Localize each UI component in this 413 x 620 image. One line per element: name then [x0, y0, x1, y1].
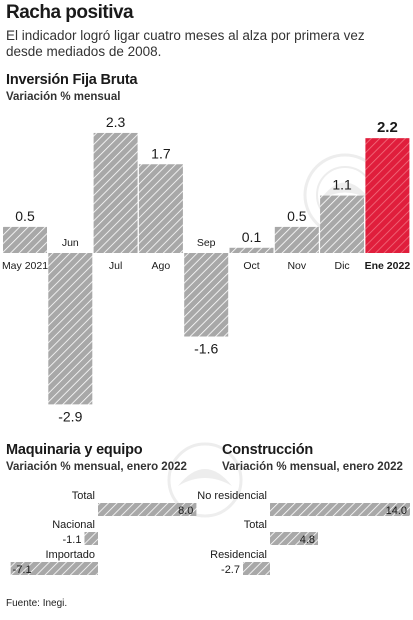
category-label: Total [72, 490, 95, 502]
bar-jun [48, 253, 93, 405]
value-label: 1.7 [151, 145, 171, 161]
bar-total [98, 503, 197, 516]
machinery-chart-title: Maquinaria y equipo [6, 442, 143, 458]
value-label: 4.8 [300, 534, 315, 546]
category-label: No residencial [197, 490, 267, 502]
bar-ago [138, 164, 183, 253]
page-subtitle: El indicador logró ligar cuatro meses al… [6, 28, 365, 59]
bar-nacional [84, 532, 98, 545]
investment-bar-chart: 0.5 May 2021 -2.9 Jun 2.3 Jul 1.7 Ago -1.6 Sep 0.1… [2, 114, 411, 424]
value-label: 0.5 [287, 208, 307, 224]
category-label: Oct [243, 260, 259, 272]
value-label: 2.2 [377, 119, 398, 136]
bar-total [270, 532, 318, 545]
category-label: Jul [109, 260, 122, 272]
category-label: Nov [287, 260, 306, 272]
bar-oct [229, 247, 274, 253]
value-label: -1.1 [63, 534, 82, 546]
value-label: 1.1 [332, 177, 352, 193]
category-label: Sep [197, 237, 216, 249]
value-label: -1.6 [194, 341, 218, 357]
bar-importado [10, 562, 99, 575]
main-chart-subtitle: Variación % mensual [6, 91, 121, 103]
category-label: Residencial [210, 549, 267, 561]
value-label: -2.7 [221, 564, 240, 576]
value-label: 14.0 [386, 505, 407, 517]
value-label: -2.9 [58, 408, 82, 424]
construction-chart-title: Construcción [222, 442, 314, 458]
breakdown-bar-charts: Total 8.0 Nacional -1.1 Importado -7.1 No resi… [10, 490, 410, 576]
value-label: 8.0 [178, 505, 193, 517]
category-label: Dic [335, 260, 350, 272]
eagle-emblem-icon [167, 442, 243, 518]
machinery-chart-subtitle: Variación % mensual, enero 2022 [6, 461, 187, 473]
bar-ene-2022 [365, 138, 410, 253]
construction-chart-subtitle: Variación % mensual, enero 2022 [222, 461, 403, 473]
value-label: 0.1 [242, 229, 262, 245]
category-label: Ene 2022 [365, 260, 411, 272]
bar-no-residencial [270, 503, 410, 516]
category-label: Jun [62, 237, 79, 249]
value-label: -7.1 [13, 564, 32, 576]
category-label: May 2021 [2, 260, 48, 272]
bar-jul [93, 132, 138, 253]
category-label: Total [244, 519, 267, 531]
category-label: Importado [45, 549, 95, 561]
source-note: Fuente: Inegi. [6, 598, 68, 609]
category-label: Nacional [52, 519, 95, 531]
value-label: 2.3 [106, 114, 126, 130]
bar-nov [274, 226, 319, 253]
bar-residencial [243, 562, 270, 575]
bar-dic [320, 195, 365, 253]
bar-sep [184, 253, 229, 337]
page-title: Racha positiva [6, 2, 134, 23]
value-label: 0.5 [15, 208, 35, 224]
bar-may-2021 [3, 226, 47, 253]
category-label: Ago [152, 260, 171, 272]
main-chart-title: Inversión Fija Bruta [6, 72, 138, 88]
